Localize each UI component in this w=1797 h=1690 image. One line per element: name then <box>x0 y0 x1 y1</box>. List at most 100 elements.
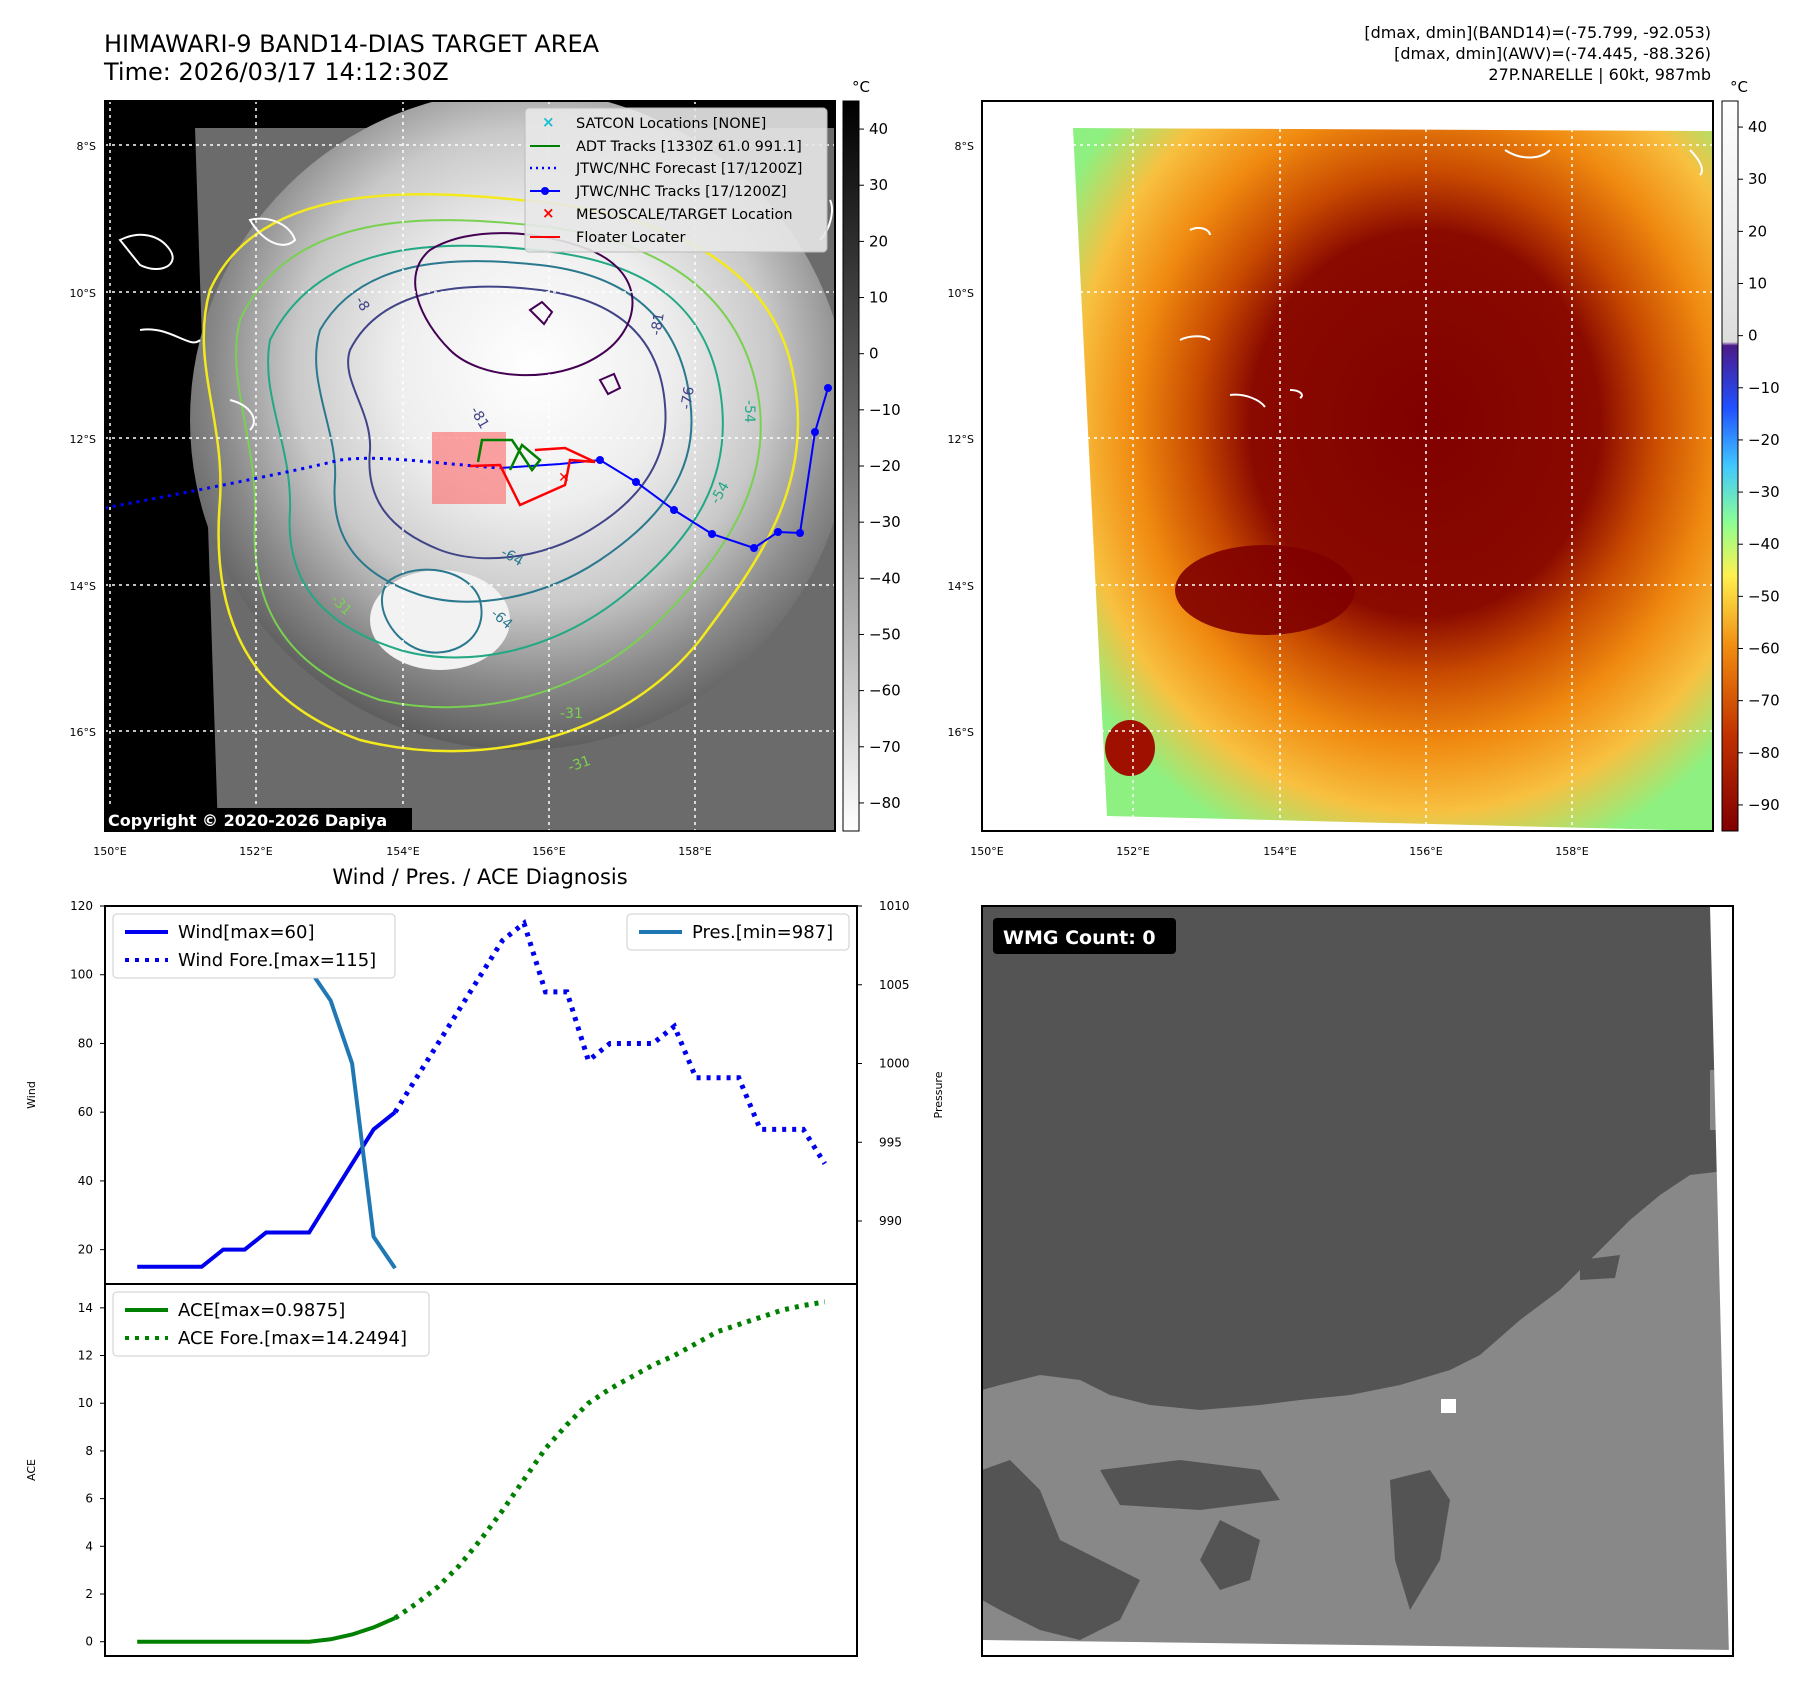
legend-floater: Floater Locater <box>576 230 685 246</box>
colorbar1-tick: 10 <box>869 289 888 307</box>
legend-label: Pres.[min=987] <box>692 922 833 943</box>
colorbar1-tick: −40 <box>869 569 901 587</box>
y-tick-label: 100 <box>70 968 93 982</box>
y-tick-label: 8 <box>85 1444 93 1458</box>
lat-label: 8°S <box>955 140 974 153</box>
lon-label: 154°E <box>1263 845 1296 858</box>
info-line-1: [dmax, dmin](BAND14)=(-75.799, -92.053) <box>1364 23 1711 42</box>
lon-label: 150°E <box>93 845 126 858</box>
colorbar2-tick: −50 <box>1748 587 1780 605</box>
lat-label: 10°S <box>70 287 96 300</box>
contour-lightgreen <box>235 219 762 709</box>
lon-label: 158°E <box>1555 845 1588 858</box>
colorbar2-tick: −90 <box>1748 796 1780 814</box>
y-tick-label: 2 <box>85 1587 93 1601</box>
y-right-axis-label: Pressure <box>932 1071 945 1118</box>
wmg-panel: WMG Count: 0 <box>982 906 1733 1656</box>
y-tick-label: 40 <box>78 1174 93 1188</box>
lat-label: 14°S <box>948 580 974 593</box>
colorbar1-tick: −30 <box>869 513 901 531</box>
wmg-region-light <box>982 1170 1733 1656</box>
colorbar1-tick: −20 <box>869 457 901 475</box>
info-line-3: 27P.NARELLE | 60kt, 987mb <box>1488 65 1711 84</box>
lon-label: 152°E <box>239 845 272 858</box>
colorbar2-tick: −30 <box>1748 483 1780 501</box>
y-tick-label: 6 <box>85 1492 93 1506</box>
figure-title: HIMAWARI-9 BAND14-DIAS TARGET AREA <box>104 30 600 58</box>
legend-label: ACE[max=0.9875] <box>178 1300 345 1321</box>
colorbar2-tick: 20 <box>1748 222 1767 240</box>
map1-lat-labels: 8°S 10°S 12°S 14°S 16°S <box>70 140 96 739</box>
y-tick-label: 60 <box>78 1105 93 1119</box>
legend-forecast: JTWC/NHC Forecast [17/1200Z] <box>575 161 802 177</box>
y-tick-label: 0 <box>85 1635 93 1649</box>
map2-lon-labels: 150°E 152°E 154°E 156°E 158°E <box>970 845 1588 858</box>
target-marker-icon: × <box>542 204 555 222</box>
contour-teal <box>267 244 724 659</box>
legend-label: Wind[max=60] <box>178 922 315 943</box>
contour-label: -81 <box>648 311 668 336</box>
colorbar1-tick: −70 <box>869 738 901 756</box>
y-right-tick-label: 1005 <box>879 978 910 992</box>
lat-label: 14°S <box>70 580 96 593</box>
target-location-box <box>432 432 506 504</box>
lon-label: 156°E <box>532 845 565 858</box>
legend-label: Wind Fore.[max=115] <box>178 950 376 971</box>
colorbar2-tick: 40 <box>1748 118 1767 136</box>
lat-label: 16°S <box>70 726 96 739</box>
contour-label: -54 <box>741 400 757 423</box>
colorbar1-tick: 40 <box>869 120 888 138</box>
colorbar2-tick: −10 <box>1748 379 1780 397</box>
awv-swath <box>1073 128 1713 831</box>
awv-map <box>982 101 1713 831</box>
figure-time: Time: 2026/03/17 14:12:30Z <box>103 58 449 86</box>
series-line-0 <box>137 1110 397 1269</box>
target-x-marker: ✕ <box>558 470 570 486</box>
colorbar1-tick: −10 <box>869 401 901 419</box>
colorbar2-tick: −80 <box>1748 744 1780 762</box>
y-tick-label: 80 <box>78 1036 93 1050</box>
diagnosis-title: Wind / Pres. / ACE Diagnosis <box>332 865 627 889</box>
chart-legend: ACE[max=0.9875] ACE Fore.[max=14.2494] <box>112 1291 430 1357</box>
y-right-tick-label: 1010 <box>879 899 910 913</box>
colorbar1-tick: −80 <box>869 794 901 812</box>
band14-colorbar: °C 40 30 20 10 0 −10 −20 −30 −40 −50 −60 −70 −80 <box>842 78 901 832</box>
legend-adt: ADT Tracks [1330Z 61.0 991.1] <box>576 139 802 155</box>
y-right-tick-label: 1000 <box>879 1057 910 1071</box>
contour-indigo <box>347 285 667 560</box>
legend-satcon: SATCON Locations [NONE] <box>576 116 766 132</box>
contour-label: -8 <box>352 294 373 314</box>
ace-chart: 0 2 4 6 8 10 12 14 ACE ACE[max=0.9875] ACE Fore.[m… <box>25 1283 858 1657</box>
colorbar2-tick: −60 <box>1748 640 1780 658</box>
colorbar2-tick: −20 <box>1748 431 1780 449</box>
colorbar1-tick: −50 <box>869 625 901 643</box>
copyright-box <box>105 808 412 831</box>
lon-label: 152°E <box>1116 845 1149 858</box>
y-right-tick-label: 995 <box>879 1135 902 1149</box>
series-line-0 <box>137 1616 396 1644</box>
wmg-pixel <box>1441 1399 1456 1413</box>
lat-label: 8°S <box>77 140 96 153</box>
jtwc-track-points <box>596 384 832 552</box>
wmg-count-box <box>993 918 1176 954</box>
wind-pressure-chart: 20 40 60 80 100 120 990 995 1000 1005 1010 Wind Pres… <box>25 899 945 1285</box>
map1-lon-labels: 150°E 152°E 154°E 156°E 158°E <box>93 845 711 858</box>
contour-label: -31 <box>566 753 593 776</box>
lat-label: 10°S <box>948 287 974 300</box>
legend-tracks: JTWC/NHC Tracks [17/1200Z] <box>575 184 787 200</box>
chart-legend: Pres.[min=987] <box>626 913 850 951</box>
colorbar2-tick: −70 <box>1748 692 1780 710</box>
colorbar2-tick: 0 <box>1748 327 1758 345</box>
y-tick-label: 10 <box>78 1396 93 1410</box>
colorbar1-tick: 20 <box>869 232 888 250</box>
colorbar1-tick: −60 <box>869 682 901 700</box>
contour-label: -76 <box>678 385 698 410</box>
awv-colorbar: °C 40 30 20 10 0 −10 −20 −30 −40 −50 −60 −70 −80 −90 <box>1721 78 1780 832</box>
lat-label: 12°S <box>70 433 96 446</box>
contour-blue-teal <box>315 260 693 603</box>
colorbar2-unit: °C <box>1730 78 1748 96</box>
wmg-count: WMG Count: 0 <box>1003 927 1156 949</box>
contour-label: -31 <box>560 706 583 722</box>
colorbar2-tick: −40 <box>1748 535 1780 553</box>
